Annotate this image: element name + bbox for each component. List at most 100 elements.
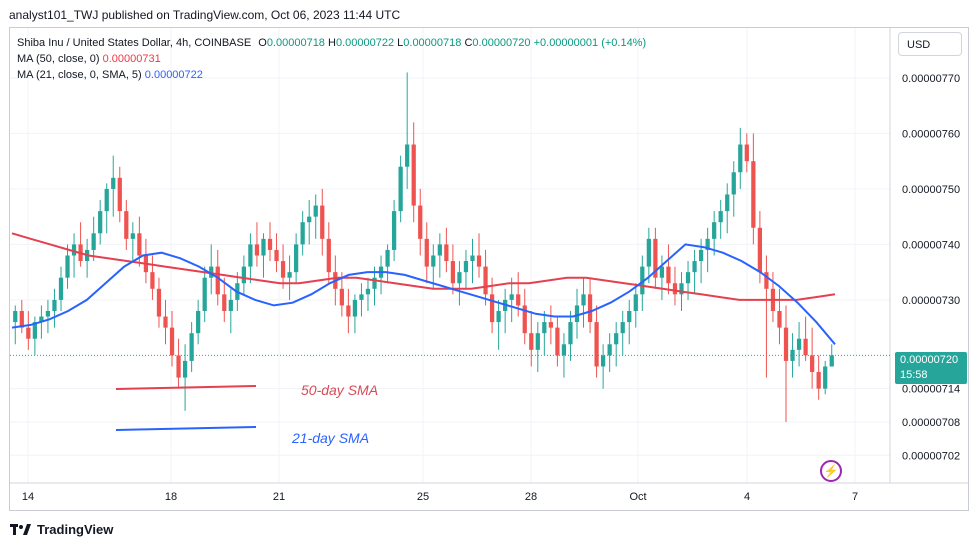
candle-body [712,222,717,239]
ma50-label: MA (50, close, 0) [17,53,100,65]
candle-body [620,322,625,334]
candle-body [372,277,377,289]
candle-body [326,238,331,273]
candle-body [156,288,162,317]
bar-countdown: 15:58 [900,369,928,381]
candle-body [764,272,769,289]
candle-body [489,294,495,323]
candle-body [385,249,390,267]
candle-body [594,322,599,367]
price-tick-label: 0.00000708 [902,417,960,429]
candle-body [744,144,749,162]
currency-button[interactable]: USD [898,32,962,56]
candle-body [829,355,834,367]
candle-body [476,255,482,267]
candle-body [300,222,305,245]
candle-body [104,188,109,212]
candle-body [280,261,286,278]
candle-body [150,272,155,289]
candle-body [548,322,553,328]
candle-body [698,249,704,262]
candle-body [137,233,142,256]
time-tick-label: 28 [525,491,537,503]
candle-body [124,211,129,239]
candle-body [111,177,116,189]
candle-body [574,305,580,323]
ma21-line [11,243,836,345]
price-tick-label: 0.00000730 [902,295,960,307]
logo-text: TradingView [37,522,114,537]
candle-body [457,272,462,284]
candle-body [117,177,122,212]
candle-body [659,266,665,278]
candle-body [98,211,103,234]
candle-body [202,277,207,311]
price-tick-label: 0.00000760 [902,128,960,140]
candle-body [627,310,632,323]
time-tick-label: Oct [629,491,646,503]
candle-body [614,333,619,345]
tradingview-logo[interactable]: TradingView [10,522,113,537]
candle-body [640,266,645,295]
candle-body [339,288,344,306]
candle-body [516,294,521,306]
candle-body [450,261,456,284]
candle-body [470,255,475,262]
candle-body [19,310,24,328]
candle-body [718,211,723,223]
sma21-annotation-label: 21-day SMA [291,430,369,446]
candle-body [463,261,469,273]
candle-body [391,211,397,250]
change-value: +0.00000001 (+0.14%) [533,37,647,49]
candle-body [777,310,782,328]
candle-body [509,294,514,300]
time-tick-label: 21 [273,491,285,503]
candle-body [287,272,292,278]
close-value: 0.00000720 [472,37,531,49]
candle-body [496,310,501,323]
candle-body [307,216,312,223]
sma50-annotation-label: 50-day SMA [301,382,378,398]
candle-body [222,294,227,311]
symbol-name: Shiba Inu / United States Dollar, 4h, CO… [17,37,252,49]
candle-body [431,255,436,267]
candle-body [424,238,429,267]
time-tick-label: 7 [852,491,858,503]
candle-body [182,360,188,378]
candle-body [71,244,77,256]
candle-body [529,333,534,350]
candle-body [254,244,260,256]
candle-body [653,238,658,278]
candle-body [607,344,612,356]
candle-body [816,372,821,389]
candle-body [196,310,201,334]
lightning-icon[interactable]: ⚡ [820,460,842,482]
candle-body [91,233,96,250]
candle-body [352,299,358,317]
candle-body [751,161,756,228]
price-tick-label: 0.00000750 [902,184,960,196]
time-tick-label: 4 [744,491,750,503]
candle-body [633,294,638,311]
time-tick-label: 14 [22,491,34,503]
candle-body [725,194,730,212]
candle-body [542,322,547,334]
candle-body [248,244,253,267]
candle-body [189,333,194,361]
sma50-annotation-line [115,385,257,390]
candle-body [359,294,364,300]
candle-body [810,355,815,373]
candle-body [418,205,423,239]
candle-body [215,266,220,295]
candle-body [241,266,246,284]
chart-legend: Shiba Inu / United States Dollar, 4h, CO… [17,35,646,83]
ma50-row: MA (50, close, 0) 0.00000731 [17,51,646,67]
candle-body [209,266,214,278]
candle-body [26,327,31,339]
sma21-annotation-line [115,426,257,431]
candle-body [483,266,488,295]
candle-body [313,205,318,217]
candle-body [601,355,606,367]
open-label: O [258,37,267,49]
